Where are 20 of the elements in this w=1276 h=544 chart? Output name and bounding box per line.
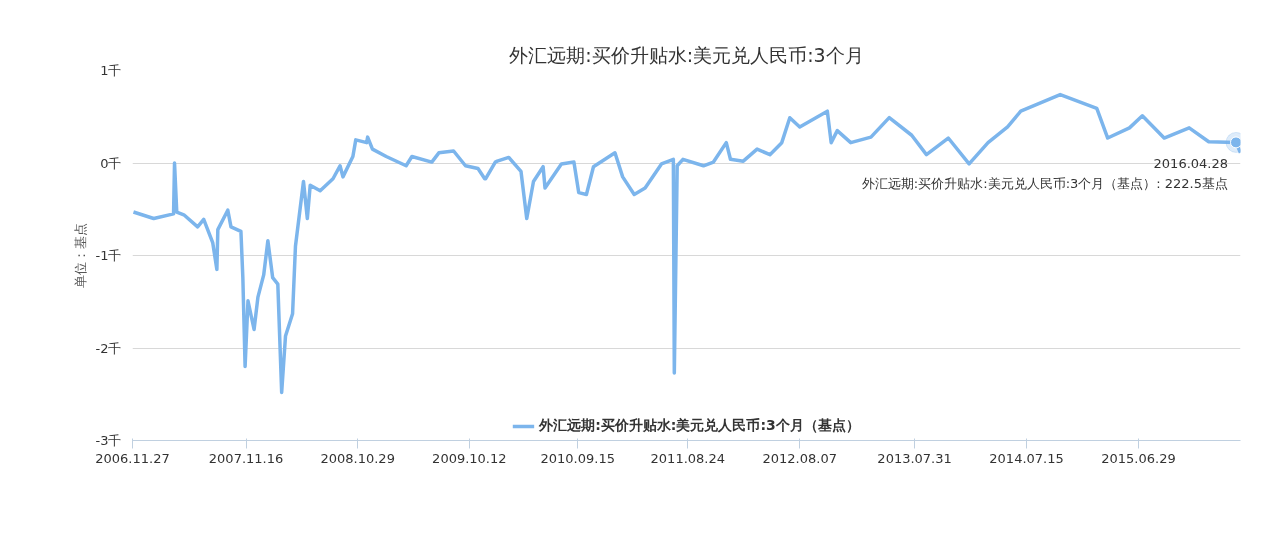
y-tick-label: -1千: [95, 248, 122, 263]
x-tick-label: 2012.08.07: [762, 450, 837, 466]
x-tick-label: 2007.11.16: [208, 450, 284, 466]
x-tick-label: 2010.09.15: [540, 450, 615, 466]
line-series: [132, 92, 1241, 395]
x-tick-label: 2009.10.12: [432, 450, 507, 466]
x-tick-label: 2015.06.29: [1101, 450, 1176, 466]
legend-label: 外汇远期:买价升贴水:美元兑人民币:3个月（基点）: [539, 417, 860, 435]
y-tick-label: 1千: [100, 63, 122, 78]
y-axis-title: 单位：基点: [72, 223, 88, 288]
y-tick-label: -3千: [95, 433, 122, 448]
x-tick-label: 2011.08.24: [650, 450, 725, 466]
x-tick-label: 2013.07.31: [877, 450, 952, 466]
y-tick-label: 0千: [100, 155, 122, 171]
annotation: 2016.04.28 外汇远期:买价升贴水:美元兑人民币:3个月（基点）: 222.5基点: [861, 156, 1229, 191]
x-tick-label: 2014.07.15: [989, 450, 1064, 466]
y-tick-label: -2千: [95, 340, 122, 356]
x-tick-label: 2008.10.29: [320, 450, 395, 466]
chart-title: 外汇远期:买价升贴水:美元兑人民币:3个月: [509, 43, 864, 66]
x-tick-label: 2006.11.27: [95, 450, 170, 466]
